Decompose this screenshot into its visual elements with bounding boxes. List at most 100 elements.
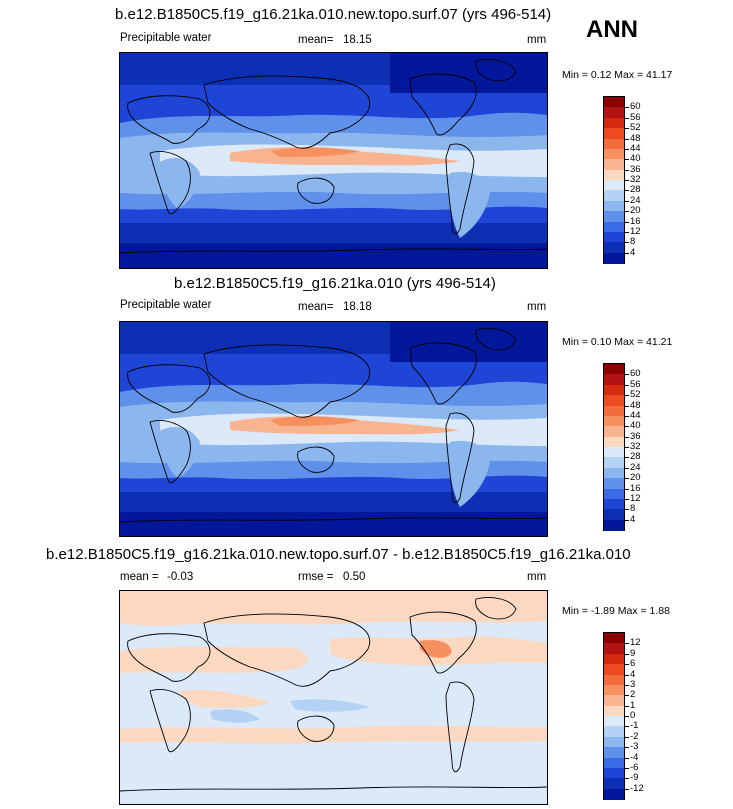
colorbar-swatch	[604, 169, 624, 181]
colorbar-swatch	[604, 148, 624, 160]
colorbar-tick	[624, 117, 629, 119]
colorbar-tick	[624, 405, 629, 407]
colorbar-tick	[624, 447, 629, 448]
colorbar-swatch	[604, 695, 624, 707]
colorbar-swatch	[604, 190, 624, 202]
panel-2-colorbar: 60 56 52 48 44 40 36 32 28 24 20 16 12 8 4	[603, 363, 641, 531]
colorbar-swatch	[604, 426, 624, 438]
colorbar-swatch	[604, 117, 624, 129]
colorbar-swatch	[604, 778, 624, 790]
panel-3-rmse-label: rmse =	[298, 571, 334, 583]
colorbar-tick	[624, 148, 629, 150]
colorbar-tick	[624, 221, 629, 223]
colorbar-tick	[624, 736, 629, 738]
panel-2-mean-label: mean=	[298, 301, 334, 313]
colorbar-swatch	[604, 252, 624, 264]
colorbar-tick	[624, 519, 629, 521]
colorbar-tick-label: 36	[630, 430, 641, 442]
colorbar-tick	[624, 384, 629, 386]
colorbar-tick	[624, 498, 629, 500]
panel-2-map	[119, 321, 548, 537]
colorbar-tick	[624, 726, 629, 728]
panel-1-minmax: Min = 0.12 Max = 41.17	[562, 69, 673, 81]
panel-3-minmax: Min = -1.89 Max = 1.88	[562, 605, 670, 617]
colorbar-tick	[624, 395, 629, 397]
colorbar-tick-label: 12	[630, 225, 641, 237]
colorbar-tick-label: 1	[630, 699, 636, 711]
season-label: ANN	[586, 16, 638, 43]
colorbar-tick-label: 12	[630, 637, 641, 649]
colorbar-tick-label: -4	[630, 751, 639, 763]
colorbar-swatch	[604, 747, 624, 758]
colorbar-tick	[624, 138, 629, 140]
colorbar-swatch	[604, 788, 624, 800]
colorbar-swatch	[604, 736, 624, 748]
colorbar-swatch	[604, 364, 624, 375]
colorbar-swatch	[604, 478, 624, 489]
colorbar-tick-label: -1	[630, 720, 639, 732]
colorbar-tick-label: 48	[630, 132, 641, 144]
colorbar-swatch	[604, 757, 624, 769]
colorbar-swatch	[604, 436, 624, 448]
panel-2-minmax: Min = 0.10 Max = 41.21	[562, 336, 673, 348]
colorbar-tick	[624, 705, 629, 707]
colorbar-swatch	[604, 107, 624, 119]
colorbar-tick	[624, 643, 629, 645]
colorbar-swatch	[604, 674, 624, 686]
colorbar-tick-label: 16	[630, 482, 641, 494]
colorbar-tick-label: 28	[630, 184, 641, 196]
colorbar-tick-label: 56	[630, 378, 641, 390]
colorbar-tick-label: 24	[630, 461, 641, 473]
colorbar-tick	[624, 674, 629, 676]
panel-3-colorbar: 12 9 6 4 3 2 1 0 -1 -2 -3 -4 -6 -9 -12	[603, 632, 644, 800]
colorbar-swatch	[604, 519, 624, 531]
colorbar-tick	[624, 767, 629, 769]
colorbar-tick-label: 52	[630, 389, 641, 401]
colorbar-tick-label: 56	[630, 111, 641, 123]
colorbar-tick-label: 40	[630, 420, 641, 432]
colorbar-tick-label: 4	[630, 668, 636, 680]
colorbar-swatch	[604, 97, 624, 108]
colorbar-swatch	[604, 509, 624, 521]
colorbar-swatch	[604, 643, 624, 655]
panel-2-mean-value: 18.18	[343, 301, 372, 313]
colorbar-tick	[624, 457, 629, 459]
colorbar-tick-label: 40	[630, 153, 641, 165]
colorbar-tick	[624, 716, 629, 717]
colorbar-tick-label: -6	[630, 761, 639, 773]
colorbar-tick-label: 4	[630, 513, 636, 525]
colorbar-tick-label: 60	[630, 368, 641, 380]
colorbar-tick-label: 36	[630, 163, 641, 175]
panel-3-title: b.e12.B1850C5.f19_g16.21ka.010.new.topo.…	[46, 546, 631, 563]
colorbar-tick-label: 20	[630, 472, 641, 484]
colorbar-swatch	[604, 457, 624, 469]
colorbar-tick-label: 20	[630, 205, 641, 217]
colorbar-tick	[624, 426, 629, 428]
colorbar-tick	[624, 488, 629, 490]
colorbar-tick	[624, 757, 629, 759]
colorbar-tick-label: 3	[630, 678, 636, 690]
colorbar-swatch	[604, 395, 624, 406]
colorbar-swatch	[604, 447, 624, 458]
colorbar-tick	[624, 374, 629, 376]
colorbar-swatch	[604, 384, 624, 396]
colorbar-tick	[624, 231, 629, 233]
colorbar-tick-label: 16	[630, 215, 641, 227]
colorbar-swatch	[604, 498, 624, 510]
colorbar-tick-label: 0	[630, 710, 636, 721]
colorbar-tick-label: 44	[630, 142, 641, 154]
colorbar-swatch	[604, 633, 624, 644]
colorbar-swatch	[604, 415, 624, 427]
colorbar-tick	[624, 664, 629, 666]
colorbar-swatch	[604, 200, 624, 212]
panel-1-title: b.e12.B1850C5.f19_g16.21ka.010.new.topo.…	[115, 6, 552, 23]
colorbar-swatch	[604, 653, 624, 665]
panel-2-units: mm	[527, 301, 547, 313]
colorbar-tick-label: 24	[630, 194, 641, 206]
panel-2-coastlines	[120, 328, 547, 523]
panel-2-title: b.e12.B1850C5.f19_g16.21ka.010 (yrs 496-…	[174, 275, 496, 292]
colorbar-tick	[624, 128, 629, 130]
colorbar-tick	[624, 252, 629, 254]
colorbar-tick-label: 32	[630, 174, 641, 185]
colorbar-tick-label: 60	[630, 101, 641, 113]
